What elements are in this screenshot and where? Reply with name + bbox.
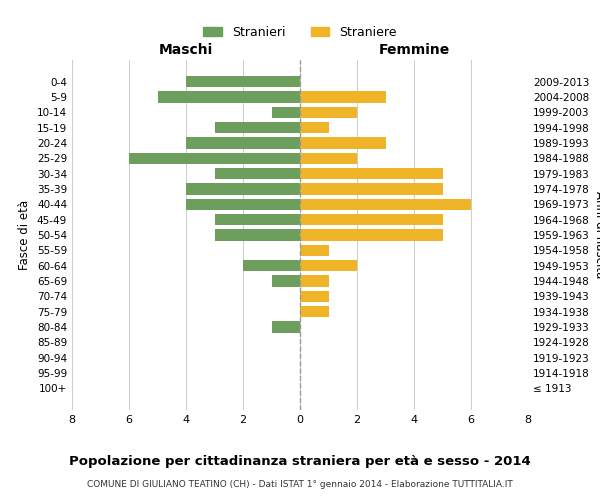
Bar bbox=[300, 276, 329, 287]
Bar bbox=[215, 168, 300, 179]
Text: Maschi: Maschi bbox=[159, 43, 213, 57]
Bar bbox=[186, 76, 300, 88]
Bar bbox=[186, 198, 300, 210]
Bar bbox=[300, 91, 386, 102]
Y-axis label: Anni di nascita: Anni di nascita bbox=[593, 192, 600, 278]
Bar bbox=[129, 152, 300, 164]
Bar bbox=[300, 260, 357, 272]
Bar bbox=[186, 183, 300, 194]
Text: Femmine: Femmine bbox=[379, 43, 449, 57]
Bar bbox=[300, 137, 386, 148]
Bar bbox=[300, 214, 443, 226]
Bar bbox=[300, 168, 443, 179]
Bar bbox=[215, 122, 300, 134]
Bar bbox=[271, 322, 300, 333]
Bar bbox=[300, 290, 329, 302]
Text: Popolazione per cittadinanza straniera per età e sesso - 2014: Popolazione per cittadinanza straniera p… bbox=[69, 455, 531, 468]
Text: COMUNE DI GIULIANO TEATINO (CH) - Dati ISTAT 1° gennaio 2014 - Elaborazione TUTT: COMUNE DI GIULIANO TEATINO (CH) - Dati I… bbox=[87, 480, 513, 489]
Bar bbox=[243, 260, 300, 272]
Bar bbox=[300, 244, 329, 256]
Bar bbox=[300, 306, 329, 318]
Bar bbox=[157, 91, 300, 102]
Bar bbox=[300, 122, 329, 134]
Bar bbox=[215, 214, 300, 226]
Bar bbox=[300, 198, 471, 210]
Bar bbox=[271, 276, 300, 287]
Bar bbox=[300, 183, 443, 194]
Legend: Stranieri, Straniere: Stranieri, Straniere bbox=[198, 20, 402, 44]
Bar bbox=[300, 229, 443, 241]
Bar bbox=[186, 137, 300, 148]
Y-axis label: Fasce di età: Fasce di età bbox=[19, 200, 31, 270]
Bar bbox=[271, 106, 300, 118]
Bar bbox=[300, 106, 357, 118]
Bar bbox=[300, 152, 357, 164]
Bar bbox=[215, 229, 300, 241]
